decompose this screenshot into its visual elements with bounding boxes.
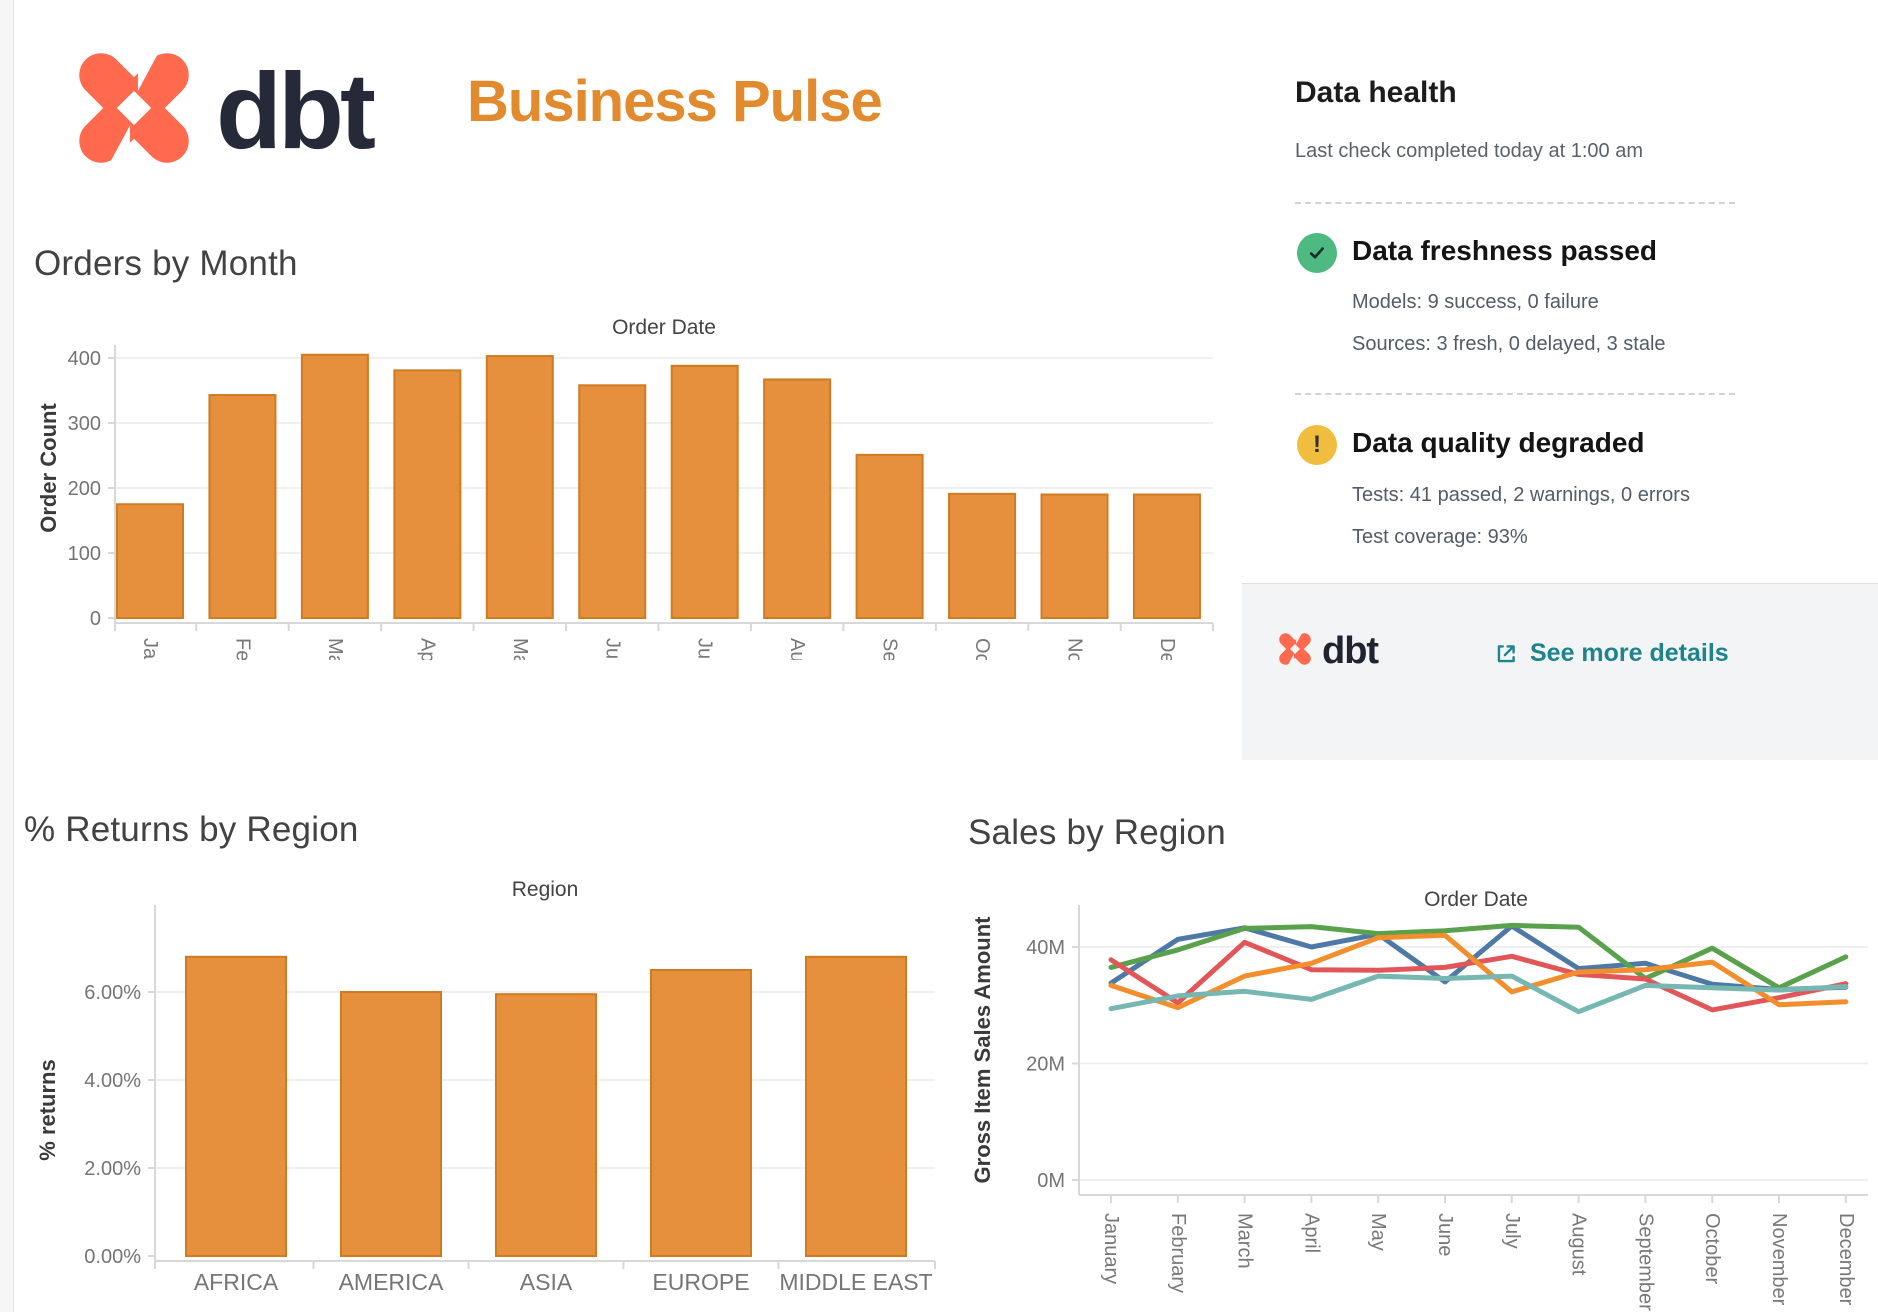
bar-mark-July[interactable] (670, 364, 739, 619)
x-category-label: January (139, 638, 161, 660)
y-tick-label: 0M (1037, 1170, 1065, 1192)
x-category-label: May (1367, 1213, 1389, 1251)
see-more-details-link[interactable]: See more details (1493, 639, 1729, 668)
x-category-label: December (1835, 1213, 1857, 1306)
x-category-label: February (231, 638, 253, 660)
x-category-label: November (1768, 1213, 1790, 1306)
x-category-label: EUROPE (652, 1269, 749, 1295)
y-axis-label: Order Count (36, 403, 61, 533)
x-category-label: ASIA (520, 1269, 573, 1295)
x-category-label: July (1501, 1213, 1523, 1249)
bar-mark-ASIA[interactable] (495, 993, 597, 1257)
axis-title: Region (512, 878, 579, 901)
page-title: Business Pulse (467, 69, 883, 134)
data-health-panel: Data health Last check completed today a… (1242, 30, 1878, 760)
data-health-title: Data health (1295, 76, 1457, 109)
bar-mark-January[interactable] (116, 503, 184, 619)
freshness-sources-line: Sources: 3 fresh, 0 delayed, 3 stale (1352, 333, 1666, 355)
bar-mark-AMERICA[interactable] (340, 991, 442, 1257)
data-health-footer: dbt See more details (1242, 583, 1878, 760)
y-tick-label: 6.00% (84, 982, 141, 1004)
y-tick-label: 4.00% (84, 1070, 141, 1092)
orders-by-month-chart[interactable]: 0 100 200 300 400 January February March April Ma… (30, 250, 1230, 660)
y-axis-label: % returns (35, 1059, 60, 1160)
x-category-label: AMERICA (339, 1269, 444, 1295)
x-category-label: April (1300, 1213, 1322, 1253)
dbt-logo-icon-small (1279, 630, 1311, 668)
y-tick-label: 100 (68, 543, 101, 565)
bar-mark-June[interactable] (578, 384, 647, 619)
freshness-pass-icon (1297, 233, 1337, 273)
x-category-label: June (601, 638, 623, 660)
x-category-label: September (879, 638, 901, 660)
y-tick-label: 200 (68, 478, 101, 500)
returns-by-region-chart[interactable]: 0.00% 2.00% 4.00% 6.00% AFRICA AMERICA ASIA EUR… (30, 860, 970, 1312)
x-category-label: November (1064, 638, 1086, 660)
external-link-icon (1497, 644, 1515, 662)
bar-mark-AFRICA[interactable] (185, 955, 287, 1258)
quality-status-title: Data quality degraded (1352, 427, 1645, 458)
y-tick-label: 0.00% (84, 1246, 141, 1268)
x-category-label: October (1701, 1213, 1723, 1284)
window-edge (0, 0, 14, 1312)
x-category-label: March (324, 638, 346, 660)
data-health-last-check: Last check completed today at 1:00 am (1295, 140, 1643, 162)
axis-title: Order Date (612, 316, 716, 339)
sales-by-region-chart[interactable]: 0M 20M 40M January February March April May June… (960, 860, 1878, 1312)
sales-chart-title: Sales by Region (968, 813, 1226, 852)
bar-mark-September[interactable] (855, 453, 924, 619)
line-mark-teal[interactable] (1108, 973, 1849, 1015)
line-mark-green[interactable] (1108, 922, 1849, 991)
dbt-logo-wordmark: dbt (216, 50, 376, 171)
x-category-label: AFRICA (194, 1269, 279, 1295)
x-category-label: June (1434, 1213, 1456, 1256)
y-axis-label: Gross Item Sales Amount (970, 916, 995, 1184)
y-tick-label: 0 (90, 608, 101, 630)
y-tick-label: 400 (68, 348, 101, 370)
quality-tests-line: Tests: 41 passed, 2 warnings, 0 errors (1352, 484, 1690, 506)
x-category-label: March (1234, 1213, 1256, 1269)
x-category-label: December (1156, 638, 1178, 660)
line-mark-orange[interactable] (1108, 932, 1849, 1011)
dbt-logo-wordmark-small: dbt (1322, 630, 1379, 672)
x-category-label: January (1100, 1213, 1122, 1284)
bar-mark-EUROPE[interactable] (650, 969, 752, 1257)
y-tick-label: 300 (68, 413, 101, 435)
x-category-label: August (1568, 1213, 1590, 1276)
freshness-status-title: Data freshness passed (1352, 235, 1658, 266)
bar-mark-August[interactable] (763, 378, 832, 619)
bar-mark-February[interactable] (208, 394, 277, 619)
x-category-label: February (1167, 1213, 1189, 1293)
x-category-label: October (971, 638, 993, 660)
dbt-logo-icon (79, 42, 189, 174)
bar-mark-March[interactable] (300, 353, 369, 619)
y-tick-label: 2.00% (84, 1158, 141, 1180)
bar-mark-November[interactable] (1040, 493, 1109, 619)
bar-mark-October[interactable] (948, 492, 1017, 620)
x-category-label: MIDDLE EAST (779, 1269, 932, 1295)
x-category-label: August (786, 638, 808, 660)
quality-warning-icon: ! (1297, 425, 1337, 465)
orders-chart-title: Orders by Month (34, 244, 298, 283)
freshness-models-line: Models: 9 success, 0 failure (1352, 291, 1599, 313)
bar-mark-April[interactable] (393, 369, 462, 619)
x-category-label: May (509, 638, 531, 660)
returns-chart-title: % Returns by Region (24, 810, 359, 849)
divider (1295, 202, 1735, 204)
see-more-details-label: See more details (1530, 639, 1729, 667)
x-category-label: September (1634, 1213, 1656, 1311)
bar-mark-MIDDLE EAST[interactable] (805, 955, 907, 1258)
y-tick-label: 20M (1026, 1054, 1065, 1076)
quality-coverage-line: Test coverage: 93% (1352, 526, 1528, 548)
x-category-label: July (694, 638, 716, 660)
divider (1295, 393, 1735, 395)
bar-mark-December[interactable] (1132, 493, 1201, 619)
x-category-label: April (416, 638, 438, 660)
bar-mark-May[interactable] (485, 355, 554, 620)
axis-title: Order Date (1424, 888, 1528, 911)
y-tick-label: 40M (1026, 937, 1065, 959)
